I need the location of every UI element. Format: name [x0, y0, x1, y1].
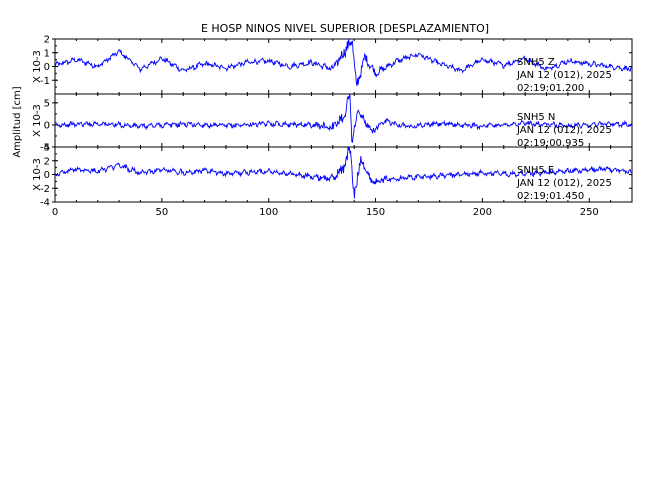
y-axis-common-label: Amplitud [cm]: [12, 86, 23, 157]
x-tick-label: 50: [155, 207, 168, 218]
y-tick-label: -5: [40, 143, 50, 154]
y-tick-label: 5: [44, 98, 50, 109]
y-axis-label: X 10-3: [32, 104, 43, 137]
y-tick-label: 0: [44, 170, 50, 181]
y-tick-label: 2: [44, 35, 50, 46]
y-tick-label: 4: [44, 143, 50, 154]
chart-title: E HOSP NINOS NIVEL SUPERIOR [DESPLAZAMIE…: [201, 22, 489, 35]
trace-line-e: [54, 146, 633, 199]
x-tick-label: 200: [473, 207, 492, 218]
y-tick-label: 0: [44, 62, 50, 73]
trace-line-z: [54, 38, 633, 86]
date-label: JAN 12 (012), 2025: [516, 70, 612, 81]
start-time-label: 02:19:01.200: [517, 83, 584, 94]
start-time-label: 02:19:01.450: [517, 191, 584, 202]
station-component-label: SNH5 E: [517, 165, 554, 176]
station-component-label: SNH5 Z: [517, 57, 555, 68]
x-tick-label: 0: [52, 207, 58, 218]
date-label: JAN 12 (012), 2025: [516, 178, 612, 189]
y-tick-label: -4: [40, 198, 50, 209]
y-tick-label: -1: [40, 76, 50, 87]
y-tick-label: 2: [44, 156, 50, 167]
station-component-label: SNH5 N: [517, 112, 555, 123]
y-tick-label: 1: [44, 48, 50, 59]
x-tick-label: 100: [259, 207, 278, 218]
date-label: JAN 12 (012), 2025: [516, 125, 612, 136]
trace-line-n: [54, 93, 633, 144]
x-tick-label: 150: [366, 207, 385, 218]
y-axis-label: X 10-3: [32, 50, 43, 83]
y-tick-label: 0: [44, 120, 50, 131]
x-tick-label: 250: [580, 207, 599, 218]
start-time-label: 02:19:00.935: [517, 138, 584, 149]
y-tick-label: -2: [40, 184, 50, 195]
y-axis-label: X 10-3: [32, 158, 43, 191]
